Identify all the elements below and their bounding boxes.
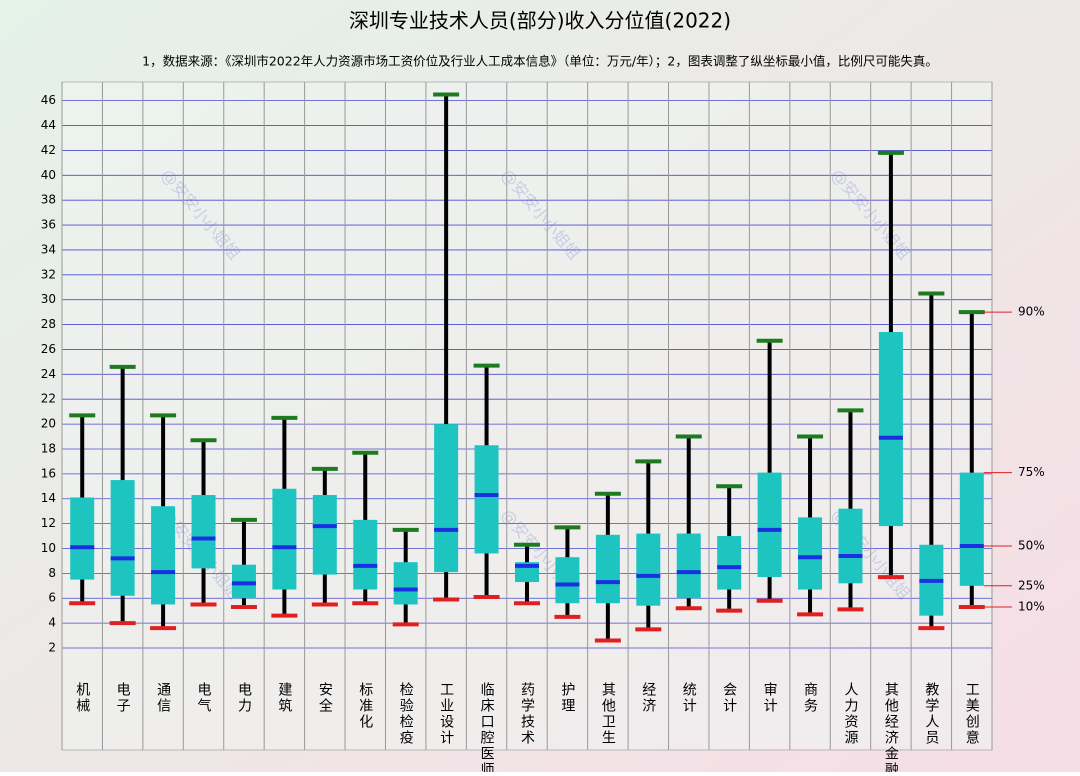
annotation-label: 90% <box>1018 305 1045 319</box>
annotation-label: 50% <box>1018 538 1045 552</box>
x-tick-label: 工美创意 <box>964 682 980 746</box>
x-tick-label: 统计 <box>681 682 697 714</box>
box <box>70 497 95 580</box>
x-tick-label: 教学人员 <box>923 682 939 746</box>
x-tick-label: 审计 <box>762 682 778 714</box>
x-tick-label: 其他经济金融 <box>883 682 899 772</box>
box <box>434 424 459 573</box>
box <box>798 517 823 590</box>
y-tick-label: 44 <box>41 118 56 132</box>
box <box>676 533 701 599</box>
box <box>191 494 216 569</box>
y-tick-label: 6 <box>48 591 56 605</box>
y-tick-label: 10 <box>41 541 56 555</box>
annotation-label: 75% <box>1018 465 1045 479</box>
x-tick-label: 电力 <box>236 682 252 714</box>
y-tick-label: 20 <box>41 417 56 431</box>
box <box>393 562 418 605</box>
x-tick-label: 商务 <box>802 682 818 714</box>
y-tick-label: 24 <box>41 367 56 381</box>
y-tick-label: 40 <box>41 168 56 182</box>
y-tick-label: 14 <box>41 491 56 505</box>
y-tick-label: 8 <box>48 566 56 580</box>
box <box>353 519 378 590</box>
y-tick-label: 36 <box>41 218 56 232</box>
box <box>595 534 620 604</box>
y-tick-label: 22 <box>41 392 56 406</box>
y-tick-label: 26 <box>41 342 56 356</box>
box <box>757 472 782 578</box>
box <box>717 536 742 590</box>
y-tick-label: 46 <box>41 93 56 107</box>
box <box>636 533 661 606</box>
box <box>555 557 580 604</box>
box <box>838 508 863 584</box>
subtitle: 1，数据来源：《深圳市2022年人力资源市场工资价位及行业人工成本信息》（单位：… <box>142 54 938 69</box>
annotation-label: 10% <box>1018 599 1045 613</box>
x-tick-label: 电气 <box>196 682 212 714</box>
y-tick-label: 16 <box>41 466 56 480</box>
y-tick-label: 18 <box>41 441 56 455</box>
x-tick-label: 安全 <box>317 682 333 714</box>
x-tick-label: 会计 <box>721 682 737 714</box>
x-tick-label: 建筑 <box>276 682 292 714</box>
chart-title: 深圳专业技术人员(部分)收入分位值(2022) <box>349 9 731 33</box>
y-tick-label: 4 <box>48 616 56 630</box>
box <box>959 472 984 586</box>
y-tick-label: 42 <box>41 143 56 157</box>
x-tick-label: 人力资源 <box>842 682 858 746</box>
box <box>878 332 903 527</box>
x-tick-label: 通信 <box>155 682 171 714</box>
x-tick-label: 经济 <box>640 682 656 714</box>
box <box>312 494 337 575</box>
plot-area <box>61 81 993 751</box>
x-tick-label: 护理 <box>559 682 575 714</box>
x-tick-label: 机械 <box>74 682 90 714</box>
y-tick-label: 2 <box>48 641 56 655</box>
y-tick-label: 12 <box>41 516 56 530</box>
x-tick-label: 检验检疫 <box>398 682 414 746</box>
box <box>272 488 297 590</box>
y-tick-label: 38 <box>41 193 56 207</box>
x-tick-label: 其他卫生 <box>600 682 616 746</box>
box <box>151 506 176 605</box>
y-tick-label: 30 <box>41 292 56 306</box>
x-tick-label: 临床口腔医师 <box>479 682 495 772</box>
box <box>110 480 135 596</box>
annotation-label: 25% <box>1018 578 1045 592</box>
y-tick-label: 34 <box>41 242 56 256</box>
x-tick-label: 标准化 <box>357 682 373 730</box>
y-tick-label: 32 <box>41 267 56 281</box>
box <box>474 445 499 554</box>
x-tick-label: 工业设计 <box>438 682 454 746</box>
y-tick-label: 28 <box>41 317 56 331</box>
x-tick-label: 药学技术 <box>519 682 535 746</box>
x-tick-label: 电子 <box>115 682 131 714</box>
